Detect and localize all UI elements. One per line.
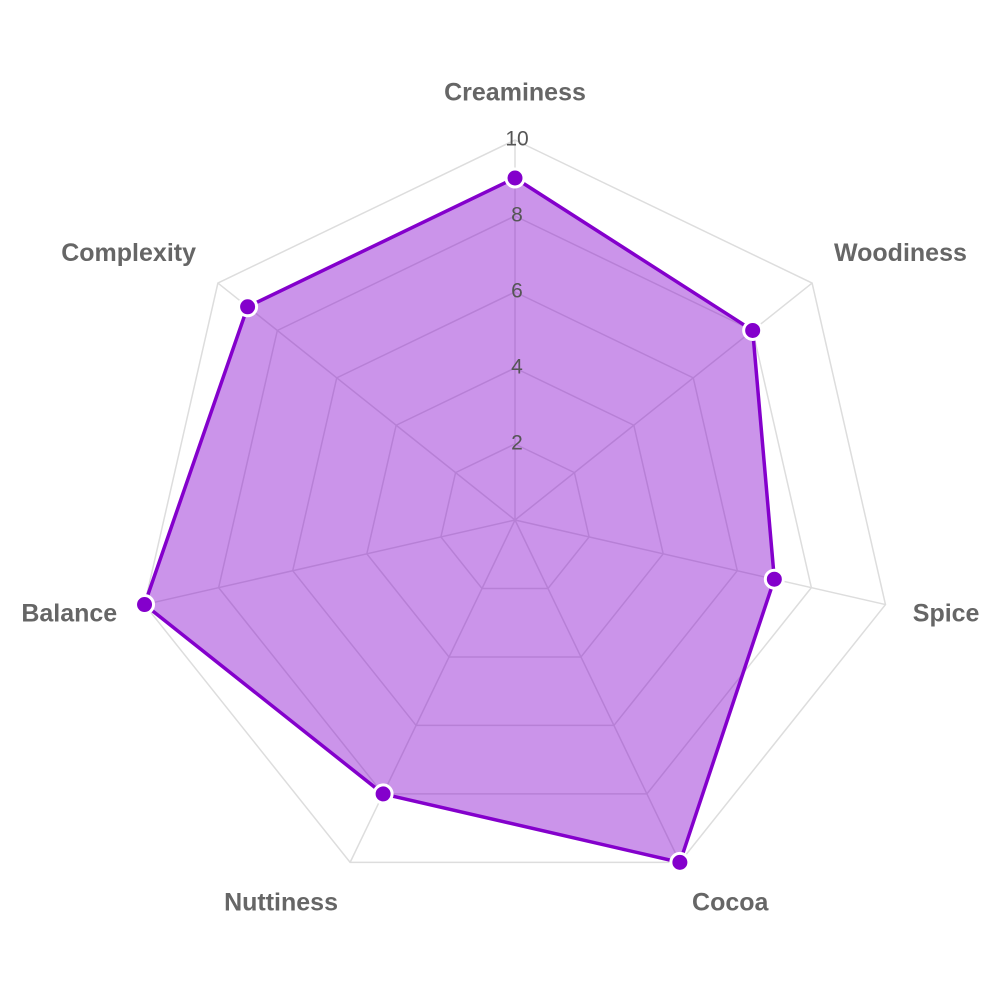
spoke xyxy=(514,519,681,863)
axis-label: Balance xyxy=(21,599,117,627)
axis-label: Cocoa xyxy=(692,888,770,916)
grid-line xyxy=(217,215,813,795)
data-point xyxy=(504,167,526,189)
spoke xyxy=(514,282,813,521)
grid-line xyxy=(365,367,665,658)
axis-label: Woodiness xyxy=(834,239,967,267)
axis-label: Creaminess xyxy=(444,79,586,107)
axis-label: Complexity xyxy=(61,239,196,267)
tick-label: 2 xyxy=(511,432,523,455)
data-point xyxy=(237,296,259,318)
data-point xyxy=(372,783,394,805)
spoke xyxy=(349,519,516,863)
axis-label: Spice xyxy=(913,599,980,627)
spoke xyxy=(217,282,516,521)
tick-label: 10 xyxy=(505,128,528,151)
data-point xyxy=(134,594,156,616)
tick-label: 8 xyxy=(511,204,523,227)
data-point xyxy=(669,851,691,873)
grid-line xyxy=(291,291,739,727)
tick-label: 6 xyxy=(511,280,523,303)
grid-line xyxy=(143,139,887,864)
grid-line xyxy=(440,443,590,590)
spoke xyxy=(144,519,516,606)
data-point xyxy=(763,568,785,590)
data-area xyxy=(142,176,777,865)
axis-label: Nuttiness xyxy=(224,888,338,916)
spoke xyxy=(514,519,886,606)
data-point xyxy=(742,319,764,341)
tick-label: 4 xyxy=(511,356,523,379)
